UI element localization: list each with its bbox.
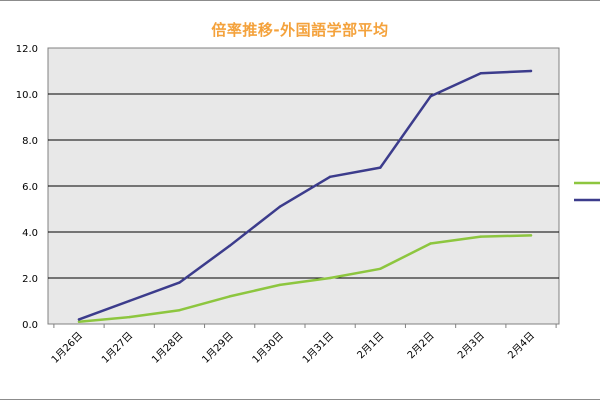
legend — [574, 181, 600, 202]
x-tick-labels: 1月26日 1月27日 1月28日 1月29日 1月30日 1月31日 2月1日 2月2日 2月… — [49, 330, 537, 366]
data-point — [429, 242, 432, 245]
data-point — [228, 295, 231, 298]
x-tick-label: 1月28日 — [149, 330, 185, 366]
x-tick-marks — [53, 324, 557, 328]
data-point — [379, 166, 382, 169]
series-line-2 — [77, 69, 533, 321]
data-point — [178, 281, 181, 284]
x-tick-label: 1月29日 — [200, 330, 236, 366]
data-point — [479, 72, 482, 75]
x-tick-label: 1月27日 — [99, 330, 135, 366]
data-point — [228, 244, 231, 247]
data-point — [479, 235, 482, 238]
series-line-1 — [77, 234, 533, 323]
x-tick-label: 2月2日 — [405, 330, 437, 362]
data-point — [328, 175, 332, 178]
y-tick-label: 8.0 — [22, 136, 38, 147]
x-tick-label: 1月26日 — [49, 330, 85, 366]
y-tick-label: 12.0 — [16, 44, 38, 55]
gridlines — [48, 93, 559, 279]
data-point — [379, 267, 382, 270]
data-point — [529, 234, 533, 237]
x-tick-label: 1月30日 — [250, 330, 286, 366]
data-point — [77, 318, 81, 321]
y-tick-labels: 0.0 2.0 4.0 6.0 8.0 10.0 12.0 — [16, 44, 38, 331]
y-tick-label: 10.0 — [16, 90, 38, 101]
data-point — [128, 315, 131, 319]
data-point — [77, 320, 81, 323]
x-tick-label: 2月4日 — [505, 330, 537, 362]
data-point — [529, 69, 533, 73]
x-tick-label: 2月3日 — [455, 330, 487, 362]
x-tick-label: 2月1日 — [355, 330, 387, 362]
y-tick-label: 0.0 — [22, 320, 38, 331]
series-lines — [77, 69, 533, 323]
x-tick-label: 1月31日 — [300, 330, 336, 366]
data-point — [128, 299, 131, 303]
data-point — [429, 95, 432, 98]
y-tick-label: 2.0 — [22, 274, 38, 285]
data-point — [278, 205, 282, 208]
y-tick-label: 6.0 — [22, 182, 38, 193]
data-point — [328, 276, 332, 280]
y-tick-label: 4.0 — [22, 228, 38, 239]
data-point — [178, 309, 181, 312]
data-point — [278, 283, 282, 287]
chart-title: 倍率推移-外国語学部平均 — [211, 21, 389, 39]
